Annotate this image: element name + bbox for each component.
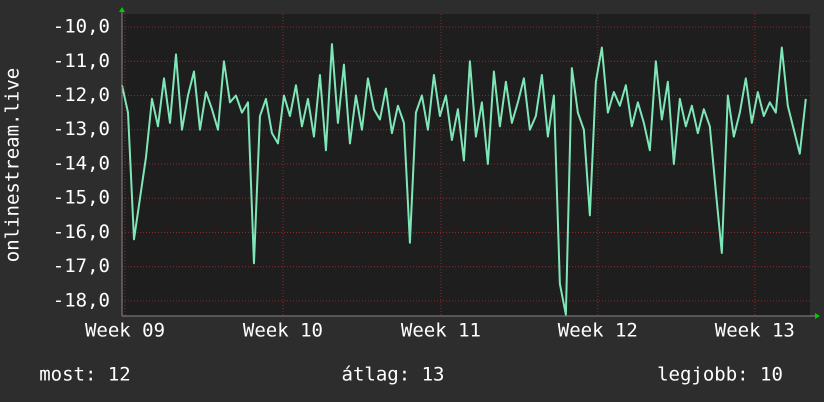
y-tick-label: -13,0 (53, 118, 110, 140)
y-axis-label: onlinestream.live (2, 68, 24, 262)
y-tick-label: -17,0 (53, 255, 110, 277)
stat-average: átlag: 13 (342, 364, 445, 386)
x-tick-label: Week 11 (401, 320, 481, 342)
data-line (121, 43, 807, 316)
x-tick-label: Week 12 (558, 320, 638, 342)
x-tick-label: Week 13 (715, 320, 795, 342)
y-tick-label: -18,0 (53, 289, 110, 311)
stat-current: most: 12 (39, 364, 131, 386)
plot (121, 43, 807, 316)
x-tick-label: Week 09 (85, 320, 165, 342)
y-arrow (119, 7, 125, 12)
y-tick-label: -12,0 (53, 84, 110, 106)
plot-area (122, 14, 810, 316)
stat-best: legjobb: 10 (657, 364, 783, 386)
y-tick-label: -11,0 (53, 50, 110, 72)
y-tick-label: -14,0 (53, 152, 110, 174)
x-arrow (815, 313, 820, 319)
x-tick-label: Week 10 (243, 320, 323, 342)
y-tick-label: -16,0 (53, 221, 110, 243)
y-tick-label: -15,0 (53, 187, 110, 209)
y-tick-label: -10,0 (53, 16, 110, 38)
